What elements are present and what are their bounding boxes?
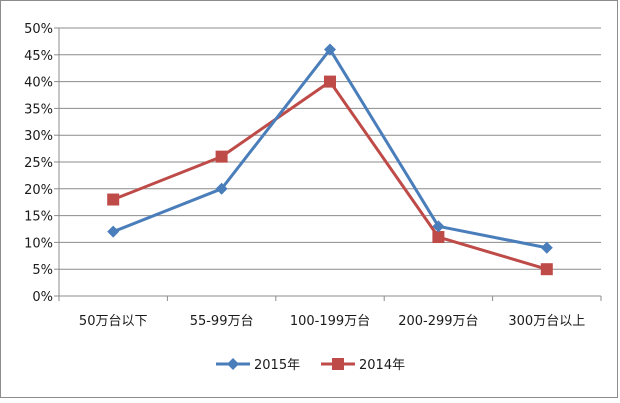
legend-label: 2014年 bbox=[359, 358, 405, 373]
legend-item: 2015年 bbox=[216, 358, 300, 373]
data-point bbox=[540, 263, 553, 276]
data-point bbox=[324, 43, 336, 56]
legend-item: 2014年 bbox=[321, 358, 405, 373]
data-point bbox=[432, 231, 445, 244]
legend-marker bbox=[227, 358, 239, 370]
x-tick-label: 100-199万台 bbox=[290, 314, 370, 329]
legend: 2015年 2014年 bbox=[216, 358, 405, 373]
data-point bbox=[324, 75, 336, 88]
y-tick-label: 50% bbox=[24, 22, 53, 37]
y-tick-label: 5% bbox=[32, 263, 53, 278]
series bbox=[107, 43, 553, 276]
y-tick-label: 10% bbox=[24, 236, 53, 251]
y-tick-label: 35% bbox=[24, 102, 53, 117]
y-tick-label: 45% bbox=[24, 49, 53, 64]
legend-marker bbox=[332, 358, 344, 370]
series-line bbox=[112, 80, 548, 271]
x-tick-label: 300万台以上 bbox=[508, 314, 585, 329]
x-tick-labels: 50万台以下 55-99万台 100-199万台 200-299万台 300万台以上 bbox=[79, 314, 585, 329]
gridlines bbox=[59, 27, 601, 270]
series-0 bbox=[107, 43, 553, 254]
y-tick-label: 15% bbox=[24, 210, 53, 225]
data-point bbox=[215, 150, 228, 163]
y-tick-label: 20% bbox=[24, 183, 53, 198]
legend-label: 2015年 bbox=[254, 358, 300, 373]
x-tick-label: 200-299万台 bbox=[398, 314, 478, 329]
x-tick-label: 55-99万台 bbox=[190, 314, 254, 329]
axes bbox=[54, 27, 602, 301]
x-tick-label: 50万台以下 bbox=[79, 314, 148, 329]
data-point bbox=[432, 220, 445, 233]
y-tick-label: 40% bbox=[24, 76, 53, 91]
y-tick-label: 25% bbox=[24, 156, 53, 171]
y-tick-label: 30% bbox=[24, 129, 53, 144]
data-point bbox=[107, 225, 120, 238]
data-point bbox=[215, 182, 228, 195]
data-point bbox=[107, 193, 120, 206]
y-tick-labels: 0% 5% 10% 15% 20% 25% 30% 35% 40% 45% 50% bbox=[24, 22, 53, 305]
series-1 bbox=[107, 75, 553, 276]
data-point bbox=[540, 241, 553, 254]
y-tick-label: 0% bbox=[32, 290, 53, 305]
